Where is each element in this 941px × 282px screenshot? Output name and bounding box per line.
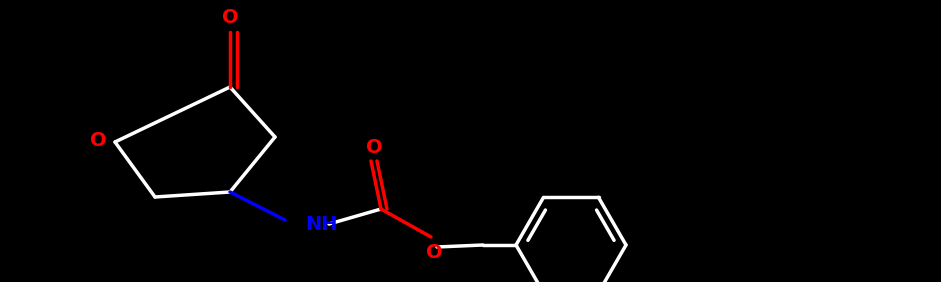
Text: NH: NH — [305, 215, 338, 233]
Text: O: O — [366, 138, 382, 157]
Text: O: O — [89, 131, 106, 149]
Text: O: O — [222, 8, 238, 27]
Text: O: O — [425, 243, 442, 263]
